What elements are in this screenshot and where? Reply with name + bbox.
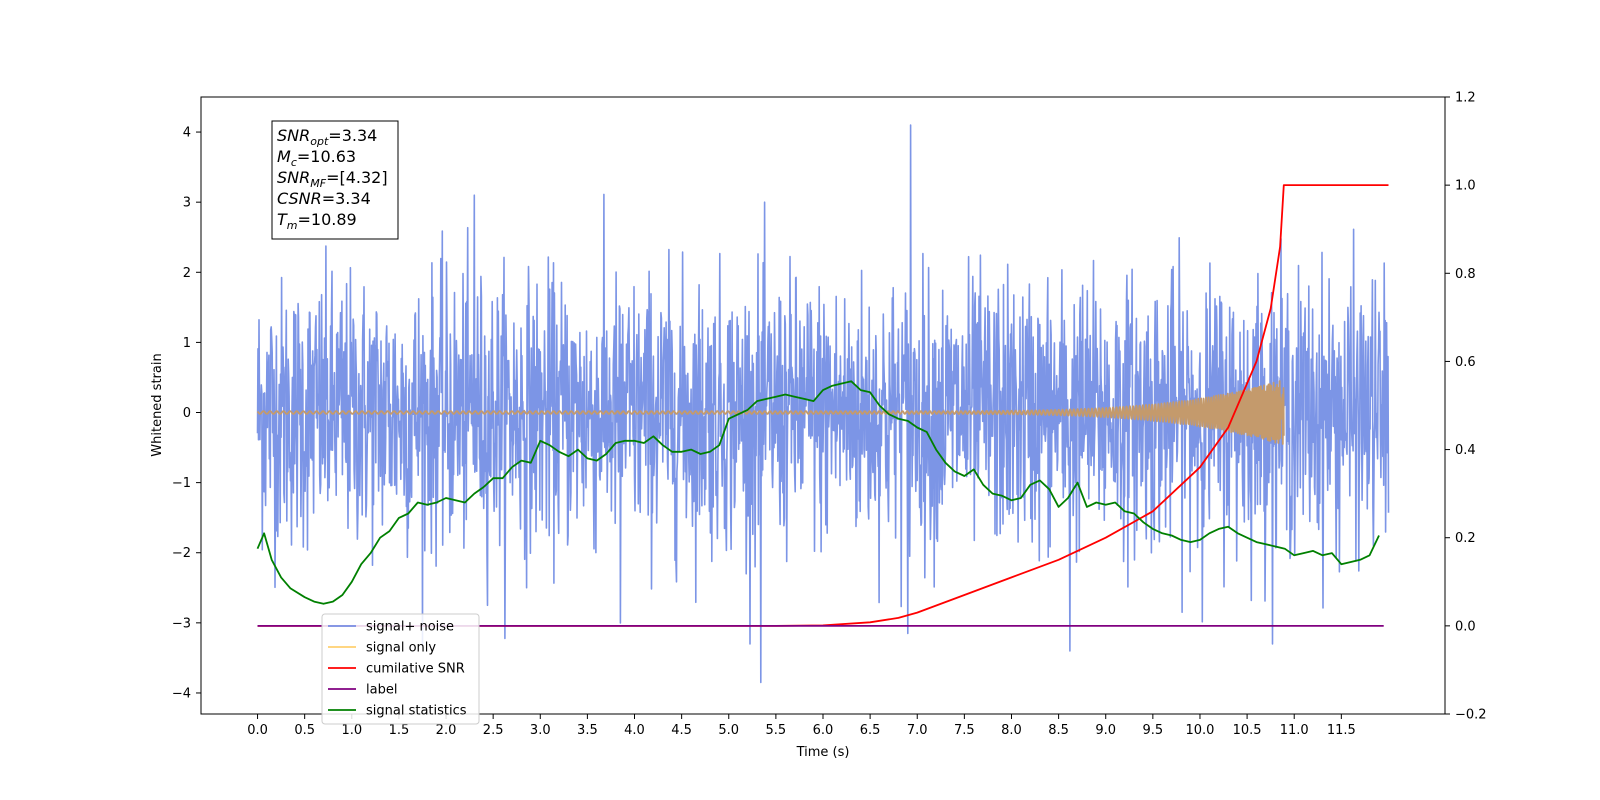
legend-label: signal statistics bbox=[366, 704, 467, 719]
x-tick-label: 6.5 bbox=[860, 723, 881, 738]
x-tick-label: 3.0 bbox=[530, 723, 551, 738]
y-tick-label: 2 bbox=[183, 266, 191, 281]
x-tick-label: 10.5 bbox=[1233, 723, 1262, 738]
series-layer bbox=[256, 124, 1390, 684]
series-signal-statistics bbox=[256, 380, 1380, 605]
x-tick-label: 7.0 bbox=[907, 723, 928, 738]
annotation-line: Mc=10.63 bbox=[277, 147, 356, 169]
x-tick-label: 0.0 bbox=[247, 723, 268, 738]
x-tick-label: 2.0 bbox=[436, 723, 457, 738]
y2-tick-label: 0.0 bbox=[1455, 619, 1476, 634]
y-tick-label: 0 bbox=[183, 406, 191, 421]
annotation-line: CSNR=3.34 bbox=[277, 189, 371, 208]
y-tick-label: −3 bbox=[172, 616, 191, 631]
x-tick-label: 11.5 bbox=[1327, 723, 1356, 738]
x-tick-label: 9.5 bbox=[1143, 723, 1164, 738]
x-axis-label: Time (s) bbox=[796, 745, 850, 760]
x-tick-label: 5.0 bbox=[718, 723, 739, 738]
x-tick-label: 9.0 bbox=[1095, 723, 1116, 738]
legend-label: label bbox=[366, 683, 397, 698]
x-tick-label: 7.5 bbox=[954, 723, 975, 738]
y-tick-label: −1 bbox=[172, 476, 191, 491]
y2-tick-label: 1.0 bbox=[1455, 179, 1476, 194]
series-signal-noise bbox=[256, 124, 1390, 684]
series-cumilative-snr bbox=[257, 184, 1389, 627]
x-tick-label: 6.0 bbox=[813, 723, 834, 738]
x-tick-label: 10.0 bbox=[1185, 723, 1214, 738]
y-tick-label: −4 bbox=[172, 686, 191, 701]
annotation-line: Tm=10.89 bbox=[277, 210, 357, 232]
y2-tick-label: 0.8 bbox=[1455, 267, 1476, 282]
y-tick-label: −2 bbox=[172, 546, 191, 561]
legend-label: signal+ noise bbox=[366, 620, 454, 635]
x-tick-label: 5.5 bbox=[766, 723, 787, 738]
x-tick-label: 4.0 bbox=[624, 723, 645, 738]
legend-label: cumilative SNR bbox=[366, 662, 465, 677]
axes-layer: 0.0 0.5 1.0 1.5 2.0 2.5 3.0 3.5 4.0 4.5 5.0 5.5 6.0 6… bbox=[172, 91, 1487, 739]
x-tick-label: 2.5 bbox=[483, 723, 504, 738]
y-axis-label: Whitened strain bbox=[150, 353, 165, 456]
x-tick-label: 0.5 bbox=[294, 723, 315, 738]
y2-tick-label: 0.4 bbox=[1455, 443, 1476, 458]
y2-tick-label: 0.6 bbox=[1455, 355, 1476, 370]
x-tick-label: 8.5 bbox=[1048, 723, 1069, 738]
x-tick-label: 4.5 bbox=[671, 723, 692, 738]
y2-tick-label: 1.2 bbox=[1455, 91, 1476, 106]
annotation-line: SNRMF=[4.32] bbox=[277, 168, 388, 190]
legend: signal+ noise signal only cumilative SNR la… bbox=[321, 613, 480, 725]
y-tick-label: 3 bbox=[183, 196, 191, 211]
y-tick-label: 1 bbox=[183, 336, 191, 351]
annotation-frame bbox=[271, 120, 399, 240]
x-tick-label: 3.5 bbox=[577, 723, 598, 738]
series-signal-only bbox=[256, 380, 1285, 445]
legend-frame bbox=[321, 613, 480, 725]
legend-label: signal only bbox=[366, 641, 436, 656]
y2-tick-label: −0.2 bbox=[1455, 708, 1487, 723]
x-tick-label: 1.0 bbox=[341, 723, 362, 738]
x-tick-label: 8.0 bbox=[1001, 723, 1022, 738]
x-tick-label: 1.5 bbox=[389, 723, 410, 738]
y2-tick-label: 0.2 bbox=[1455, 531, 1476, 546]
y-tick-label: 4 bbox=[183, 126, 191, 141]
x-tick-label: 11.0 bbox=[1280, 723, 1309, 738]
annotation-line: SNRopt=3.34 bbox=[277, 126, 377, 148]
stats-annotation-box: SNRopt=3.34Mc=10.63SNRMF=[4.32]CSNR=3.34… bbox=[271, 120, 399, 240]
